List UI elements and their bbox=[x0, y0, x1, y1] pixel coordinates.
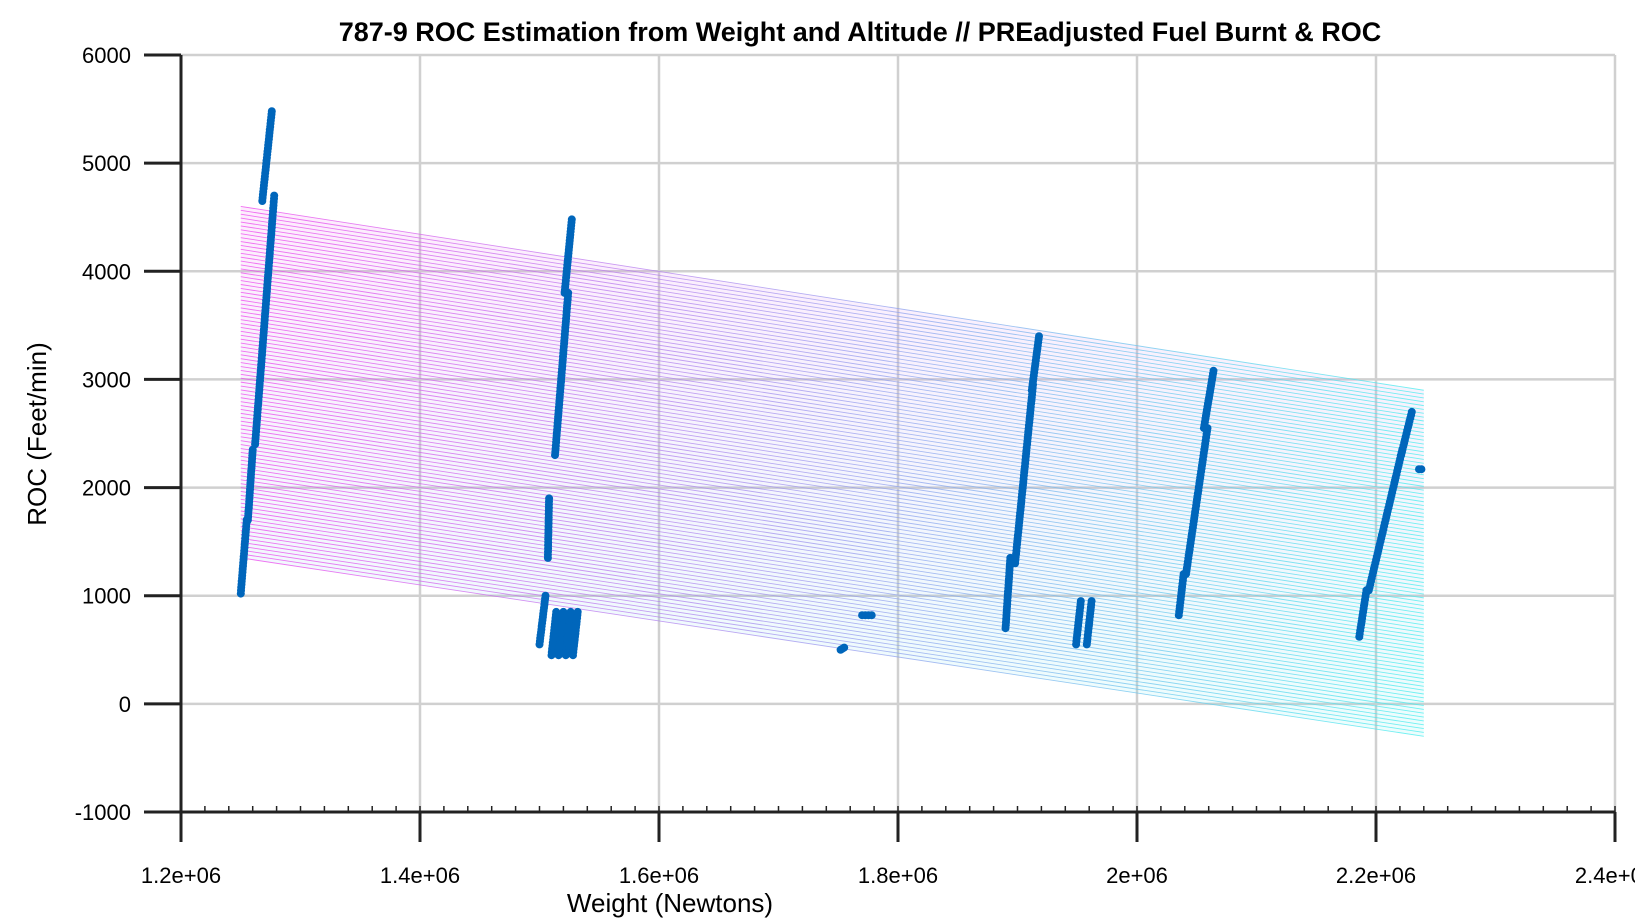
data-point bbox=[1035, 332, 1043, 341]
data-point bbox=[267, 107, 276, 116]
y-tick-label: 4000 bbox=[82, 259, 131, 284]
data-point bbox=[840, 643, 849, 652]
x-axis-ticks: 1.2e+06 1.4e+06 1.6e+06 1.8e+06 2e+06 2.2e+06… bbox=[141, 812, 1635, 888]
data-point bbox=[270, 191, 279, 200]
surface-mesh bbox=[240, 205, 1425, 737]
data-point bbox=[552, 607, 561, 616]
data-point bbox=[1407, 407, 1416, 416]
y-axis-ticks: -1000 0 1000 2000 3000 4000 5000 6000 bbox=[75, 43, 181, 825]
x-tick-label: 2e+06 bbox=[1106, 863, 1168, 888]
data-point bbox=[573, 607, 582, 616]
y-tick-label: 5000 bbox=[82, 151, 131, 176]
y-tick-label: 6000 bbox=[82, 43, 131, 68]
y-tick-label: -1000 bbox=[75, 800, 131, 825]
data-point bbox=[566, 607, 575, 616]
data-point bbox=[867, 611, 876, 620]
surface-mesh-row bbox=[240, 205, 1424, 391]
y-tick-label: 0 bbox=[119, 692, 131, 717]
x-tick-label: 1.8e+06 bbox=[858, 863, 938, 888]
y-tick-label: 2000 bbox=[82, 476, 131, 501]
data-point bbox=[1209, 366, 1218, 375]
data-point bbox=[545, 494, 554, 503]
data-point bbox=[541, 591, 550, 600]
scatter-points bbox=[236, 107, 1426, 660]
x-tick-label: 2.2e+06 bbox=[1336, 863, 1416, 888]
x-tick-label: 1.6e+06 bbox=[619, 863, 699, 888]
chart-title: 787-9 ROC Estimation from Weight and Alt… bbox=[339, 17, 1382, 47]
y-tick-label: 1000 bbox=[82, 584, 131, 609]
data-point bbox=[1087, 597, 1096, 606]
y-axis-label: ROC (Feet/min) bbox=[22, 342, 52, 525]
data-point bbox=[1076, 597, 1085, 606]
x-tick-label: 1.4e+06 bbox=[380, 863, 460, 888]
x-tick-label: 2.4e+06 bbox=[1575, 863, 1635, 888]
data-point bbox=[567, 215, 576, 224]
data-point bbox=[1417, 465, 1426, 474]
y-tick-label: 3000 bbox=[82, 367, 131, 392]
x-axis-label: Weight (Newtons) bbox=[567, 888, 773, 918]
x-tick-label: 1.2e+06 bbox=[141, 863, 221, 888]
data-point bbox=[559, 607, 568, 616]
plot-area bbox=[236, 107, 1426, 737]
